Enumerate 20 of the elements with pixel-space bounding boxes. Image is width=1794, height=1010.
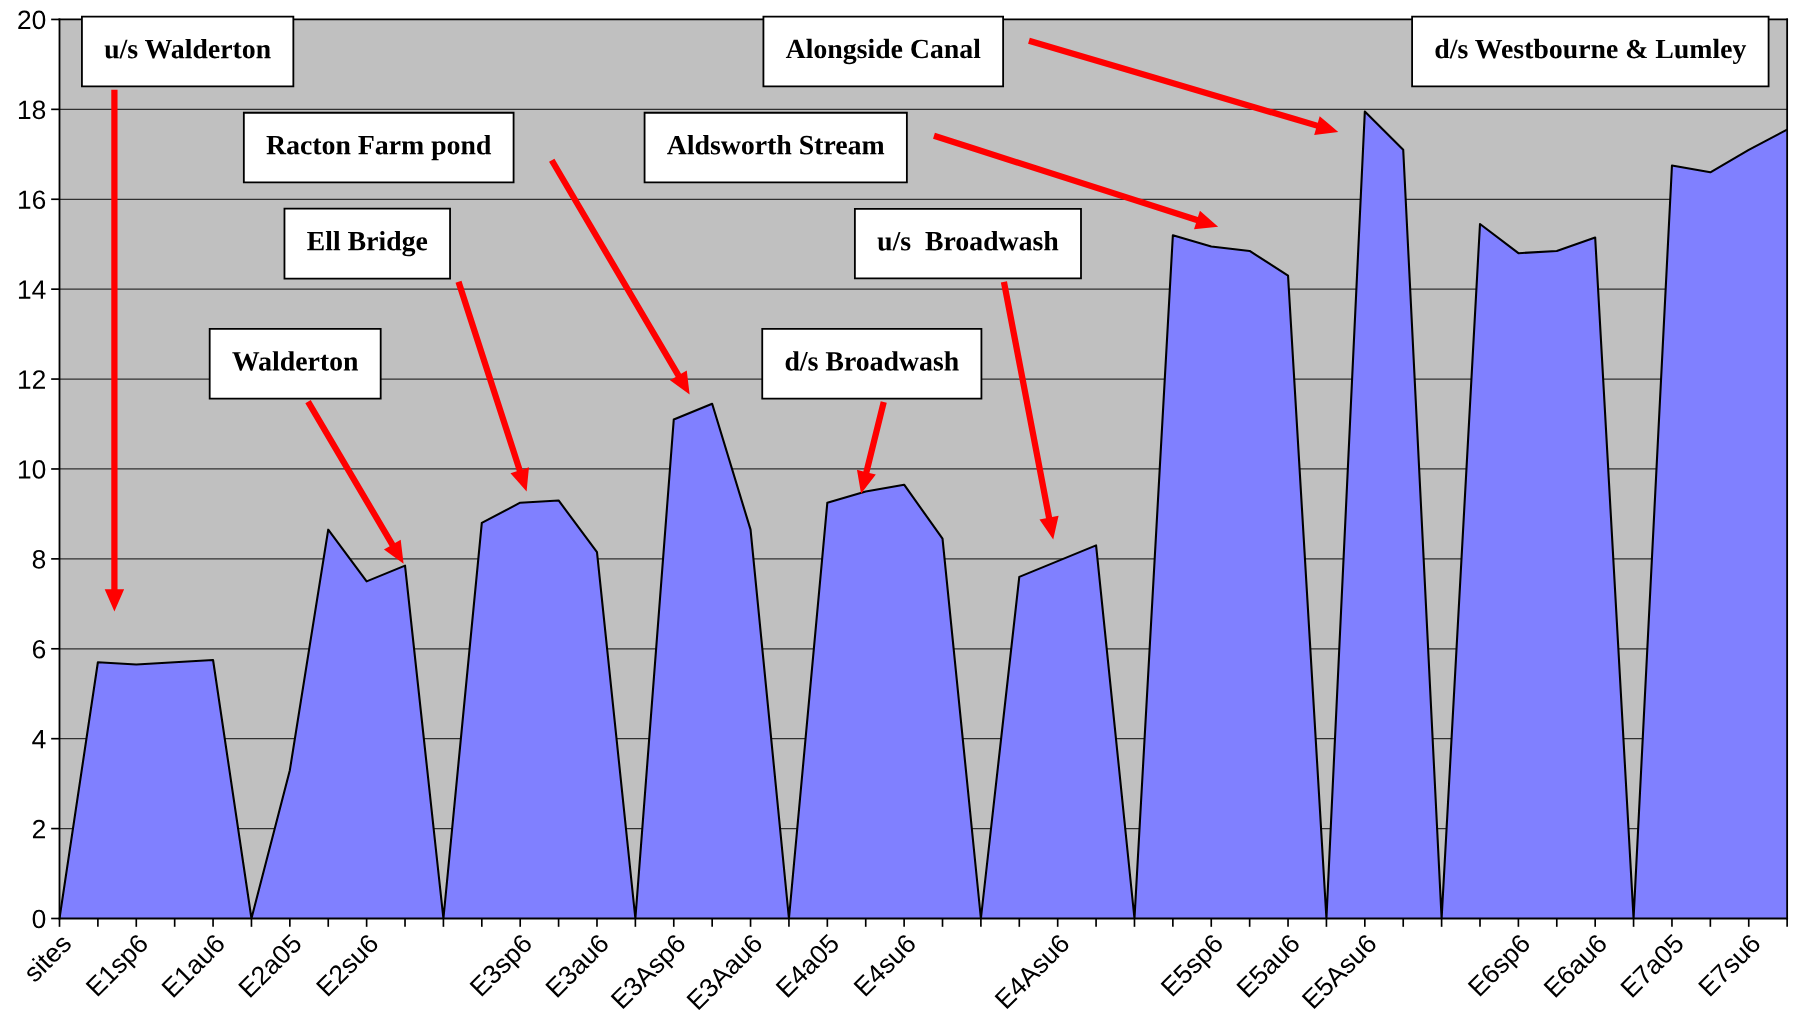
y-tick-label: 20 <box>18 10 46 30</box>
y-tick-label: 10 <box>18 460 46 479</box>
y-tick-label: 6 <box>32 639 46 659</box>
y-tick-label: 0 <box>32 909 46 929</box>
y-tick-label: 4 <box>32 730 46 749</box>
annotation: u/s Broadwash <box>877 231 1059 251</box>
y-tick-label: 2 <box>32 819 45 839</box>
y-tick-label: 14 <box>18 280 46 299</box>
y-tick-label: 16 <box>18 190 46 210</box>
annotation: u/s Walderton <box>104 38 271 59</box>
annotation: Aldsworth Stream <box>667 134 885 155</box>
annotation: d/s Broadwash <box>785 351 959 371</box>
annotation: Ell Bridge <box>307 230 428 257</box>
y-tick-label: 18 <box>18 100 46 120</box>
y-tick-label: 8 <box>32 550 46 569</box>
annotation: d/s Westbourne & Lumley <box>1435 38 1747 65</box>
y-tick-label: 12 <box>18 370 45 389</box>
annotation: Walderton <box>232 351 359 371</box>
annotation: Racton Farm pond <box>266 134 492 161</box>
annotation: Alongside Canal <box>785 38 981 65</box>
